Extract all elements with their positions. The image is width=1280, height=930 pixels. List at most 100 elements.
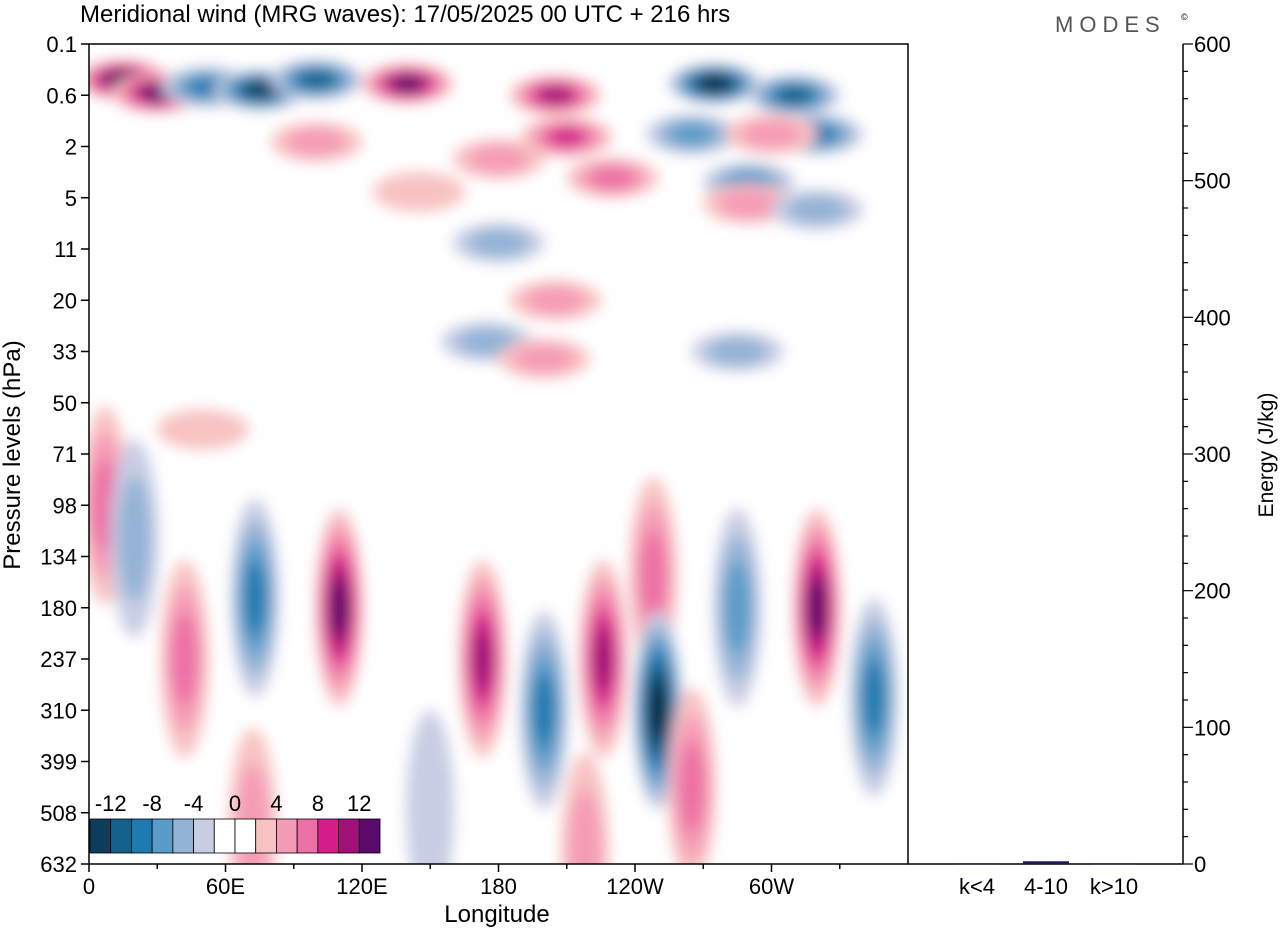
- contour-feature: [589, 166, 635, 189]
- y-tick-label: 237: [40, 647, 77, 672]
- colorbar-label: 8: [312, 791, 324, 816]
- energy-bars: [954, 861, 1137, 865]
- colorbar: -12 -8 -4 0 4 8 12: [89, 791, 381, 854]
- contour-feature: [669, 123, 715, 146]
- y-tick-label: 98: [53, 493, 77, 518]
- colorbar-swatch: [255, 818, 277, 854]
- heatmap-contours: [89, 59, 898, 864]
- contour-feature: [472, 627, 493, 691]
- contour-feature: [568, 789, 602, 864]
- logo-mark: ©: [1181, 12, 1188, 22]
- contour-feature: [514, 344, 574, 373]
- y-tick-label: 310: [40, 698, 77, 723]
- contour-feature: [406, 710, 455, 864]
- y-tick-label: 632: [40, 852, 77, 877]
- energy-tick-label: 300: [1194, 442, 1231, 467]
- colorbar-swatch: [358, 818, 381, 854]
- energy-tick-label: 400: [1194, 305, 1231, 330]
- contour-feature: [156, 409, 249, 450]
- contour-feature: [649, 686, 666, 735]
- contour-feature: [787, 195, 847, 224]
- contour-feature: [245, 82, 274, 98]
- y-tick-label: 0.1: [46, 32, 77, 57]
- contour-feature: [593, 627, 613, 691]
- y-tick-label: 134: [40, 545, 77, 570]
- contour-feature: [457, 327, 517, 356]
- energy-axis-label: Energy (J/kg): [1255, 393, 1278, 518]
- contour-feature: [171, 612, 198, 706]
- energy-tick-label: 500: [1194, 169, 1231, 194]
- contour-feature: [533, 673, 555, 748]
- energy-category-label: 4-10: [1024, 874, 1068, 899]
- colorbar-swatch: [234, 818, 257, 854]
- y-tick-label: 71: [53, 442, 77, 467]
- colorbar-swatch: [172, 818, 194, 854]
- y-tick-label: 50: [53, 391, 77, 416]
- x-tick-label: 60E: [206, 874, 245, 899]
- contour-feature: [372, 171, 465, 212]
- contour-feature: [808, 580, 826, 635]
- colorbar-swatch: [338, 818, 360, 854]
- contour-feature: [393, 75, 422, 92]
- x-axis-label: Longitude: [444, 901, 549, 928]
- energy-axis-ticks: 0 100 200 300 400 500 600: [1183, 32, 1231, 877]
- contour-feature: [701, 76, 728, 92]
- y-tick-label: 399: [40, 750, 77, 775]
- contour-feature: [718, 190, 779, 218]
- contour-feature: [118, 475, 151, 601]
- colorbar-label: -8: [142, 791, 162, 816]
- colorbar-labels: -12 -8 -4 0 4 8 12: [95, 791, 372, 816]
- colorbar-swatch: [89, 818, 112, 854]
- x-tick-label: 120E: [336, 874, 387, 899]
- contour-feature: [862, 660, 885, 735]
- contour-feature: [468, 145, 529, 173]
- colorbar-swatch: [151, 818, 174, 854]
- y-tick-label: 0.6: [46, 83, 77, 108]
- colorbar-swatch: [193, 818, 215, 854]
- energy-tick-label: 100: [1194, 715, 1231, 740]
- energy-bar: [1091, 863, 1137, 865]
- energy-bar: [1023, 861, 1069, 864]
- y-tick-label: 11: [54, 237, 77, 262]
- contour-feature: [468, 229, 529, 257]
- modes-logo: MODES: [1055, 12, 1166, 37]
- energy-tick-label: 0: [1194, 852, 1206, 877]
- contour-feature: [778, 86, 811, 104]
- contour-feature: [707, 337, 768, 366]
- colorbar-swatch: [110, 818, 132, 854]
- contour-feature: [539, 86, 572, 104]
- x-tick-label: 60W: [749, 874, 794, 899]
- chart-title: Meridional wind (MRG waves): 17/05/2025 …: [80, 1, 730, 28]
- contour-feature: [244, 560, 267, 635]
- x-tick-label: 0: [83, 874, 95, 899]
- contour-feature: [724, 561, 751, 654]
- energy-category-label: k<4: [959, 874, 995, 899]
- contour-feature: [330, 580, 349, 635]
- heatmap-plot: 0 60E 120E 180 120W 60W 0.1 0.6 2 5 11 20 33 50 71 98 1…: [0, 32, 909, 928]
- energy-tick-label: 200: [1194, 579, 1231, 604]
- y-tick-label: 20: [53, 288, 77, 313]
- colorbar-label: -12: [95, 791, 127, 816]
- colorbar-swatches: [89, 818, 381, 854]
- colorbar-label: 12: [347, 791, 371, 816]
- energy-tick-label: 600: [1194, 32, 1231, 57]
- contour-feature: [741, 120, 802, 149]
- colorbar-swatch: [213, 818, 236, 854]
- colorbar-swatch: [276, 818, 298, 854]
- colorbar-label: 0: [229, 791, 241, 816]
- energy-bar-chart: 0 100 200 300 400 500 600 k<4 4-10 k>10 Energy (…: [908, 32, 1278, 899]
- contour-feature: [286, 128, 347, 156]
- y-tick-label: 508: [40, 801, 77, 826]
- colorbar-swatch: [317, 818, 339, 854]
- energy-categories: k<4 4-10 k>10: [959, 874, 1138, 899]
- y-tick-label: 180: [40, 596, 77, 621]
- y-tick-label: 5: [65, 186, 77, 211]
- y-tick-label: 33: [53, 340, 77, 365]
- contour-feature: [640, 529, 667, 623]
- x-tick-label: 120W: [606, 874, 664, 899]
- y-axis-ticks: 0.1 0.6 2 5 11 20 33 50 71 98 134 180 237 310 399 508 63…: [40, 32, 89, 877]
- y-tick-label: 2: [65, 135, 77, 160]
- contour-feature: [525, 286, 586, 315]
- colorbar-swatch: [296, 818, 319, 854]
